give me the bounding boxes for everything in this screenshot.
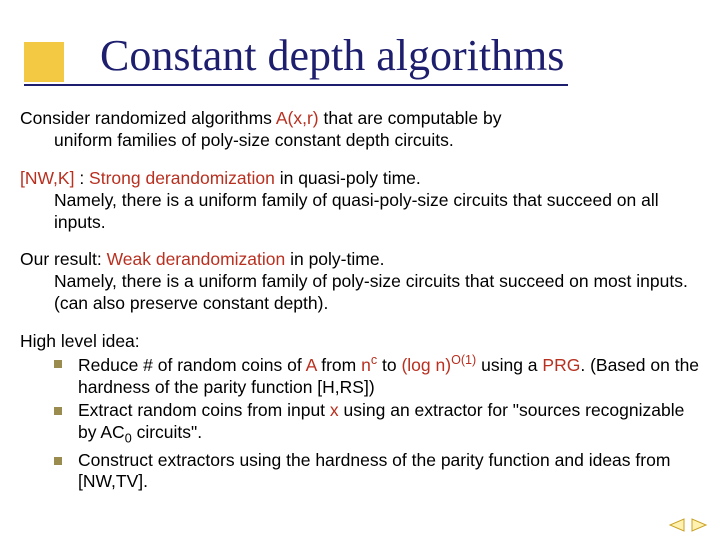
text: using a: [476, 355, 542, 375]
list-item: Reduce # of random coins of A from nc to…: [54, 353, 700, 399]
n: n: [361, 355, 371, 375]
idea-bullets: Reduce # of random coins of A from nc to…: [20, 353, 700, 493]
nav-controls: [668, 518, 708, 532]
logn: (log n): [401, 355, 451, 375]
ref-nwk: [NW,K]: [20, 168, 74, 188]
strong-derand: Strong derandomization: [89, 168, 275, 188]
next-slide-icon[interactable]: [690, 518, 708, 532]
text: Namely, there is a uniform family of qua…: [20, 190, 700, 234]
text: in quasi-poly time.: [275, 168, 421, 188]
prg: PRG: [542, 355, 580, 375]
text: uniform families of poly-size constant d…: [20, 130, 700, 152]
paragraph-consider: Consider randomized algorithms A(x,r) th…: [20, 108, 700, 152]
weak-derand: Weak derandomization: [107, 249, 286, 269]
title-underline: [24, 84, 568, 86]
text: Construct extractors using the hardness …: [78, 450, 670, 492]
paragraph-result: Our result: Weak derandomization in poly…: [20, 249, 700, 315]
accent-square: [24, 42, 64, 82]
text: :: [74, 168, 89, 188]
sup-o1: O(1): [451, 353, 476, 367]
text: Consider randomized algorithms: [20, 108, 276, 128]
text: Namely, there is a uniform family of pol…: [20, 271, 700, 315]
text: Reduce # of random coins of: [78, 355, 306, 375]
A-sym: A: [306, 355, 317, 375]
text: to: [377, 355, 401, 375]
high-level-idea: High level idea:: [20, 331, 700, 353]
title-container: Constant depth algorithms: [100, 30, 564, 81]
axr-expr: A(x,r): [276, 108, 319, 128]
sub-zero: 0: [125, 432, 132, 446]
list-item: Construct extractors using the hardness …: [54, 450, 700, 494]
text: from: [316, 355, 361, 375]
slide-body: Consider randomized algorithms A(x,r) th…: [20, 108, 700, 495]
text: that are computable by: [319, 108, 502, 128]
text: Extract random coins from input: [78, 400, 330, 420]
paragraph-idea: High level idea: Reduce # of random coin…: [20, 331, 700, 493]
n-to-c: nc: [361, 355, 377, 375]
list-item: Extract random coins from input x using …: [54, 400, 700, 447]
logn-o1: (log n)O(1): [401, 355, 476, 375]
text: circuits".: [132, 422, 202, 442]
page-title: Constant depth algorithms: [100, 30, 564, 81]
text: Our result:: [20, 249, 107, 269]
x-sym: x: [330, 400, 339, 420]
paragraph-nwk: [NW,K] : Strong derandomization in quasi…: [20, 168, 700, 234]
prev-slide-icon[interactable]: [668, 518, 686, 532]
text: in poly-time.: [285, 249, 384, 269]
